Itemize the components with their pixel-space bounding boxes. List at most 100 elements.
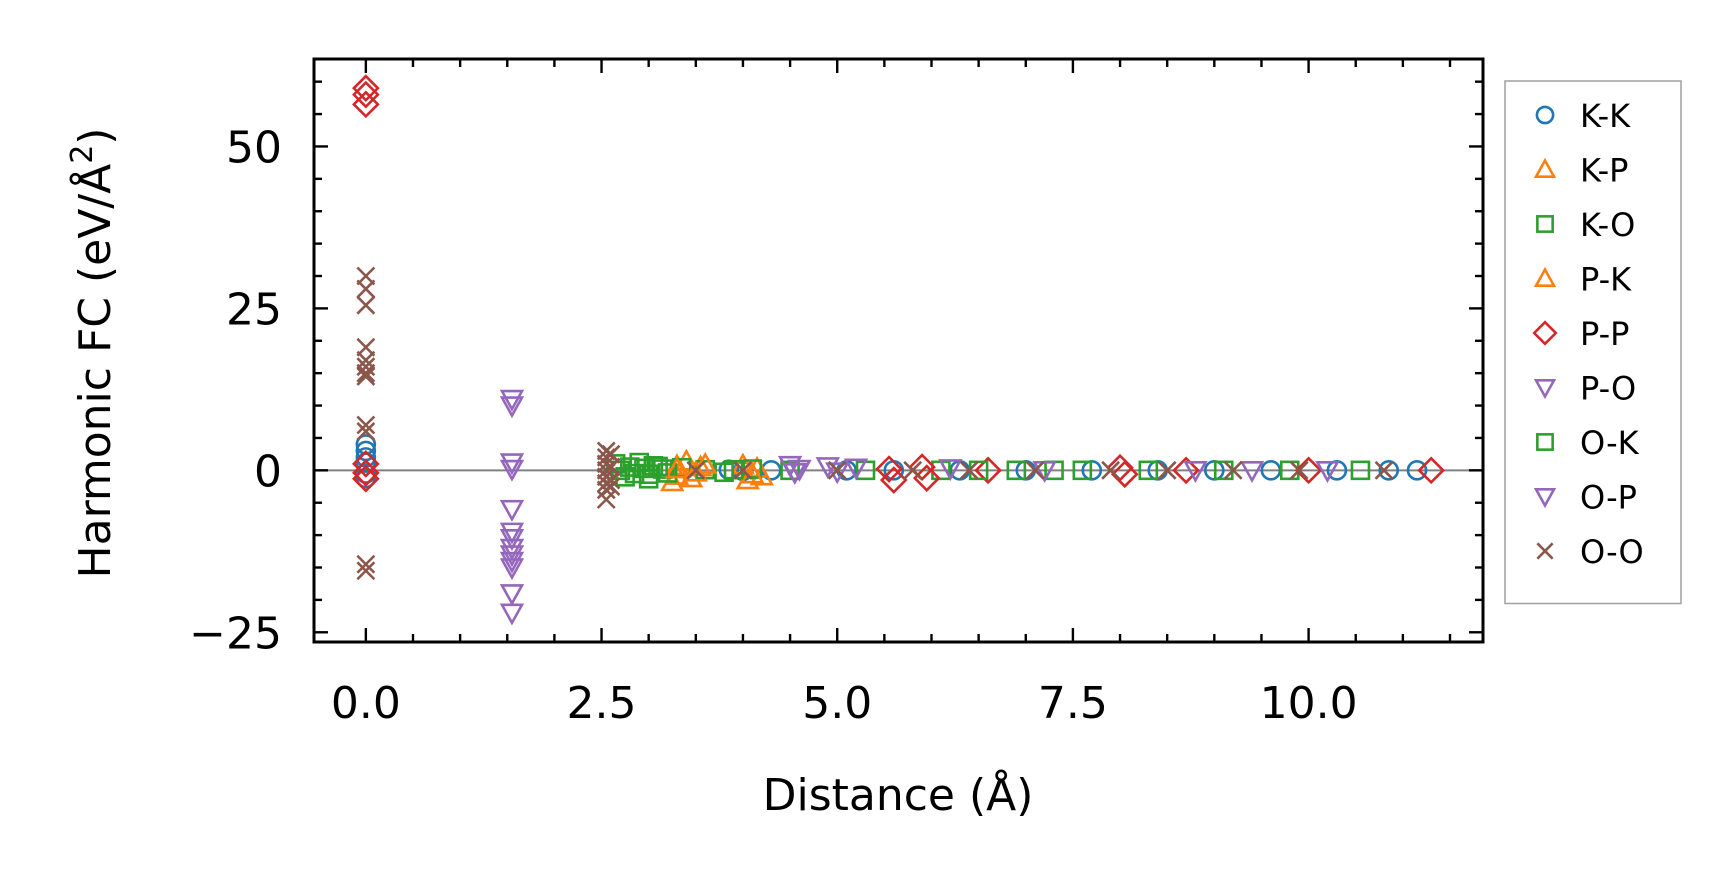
legend-entry-o-k: O-K [1536, 424, 1640, 462]
series-p-p [352, 74, 1445, 494]
legend-label-p-p: P-P [1580, 315, 1629, 353]
data-point-o-p [1032, 461, 1057, 484]
data-point-o-o [356, 422, 376, 441]
data-point-p-o [499, 499, 525, 522]
data-point-o-p [1239, 461, 1265, 484]
legend-label-p-o: P-O [1580, 370, 1636, 408]
data-point-o-o [1025, 460, 1045, 480]
series-p-o [499, 389, 850, 626]
data-point-p-p [1172, 456, 1200, 485]
data-point-p-p [352, 74, 380, 102]
data-point-o-o [601, 477, 621, 496]
data-point-p-o [499, 584, 525, 607]
y-tick-label: 50 [226, 122, 282, 173]
legend: K-K K-P K-O P-K P-P P-O O-K O-P O-O [1504, 80, 1682, 605]
data-point-k-k [760, 460, 782, 481]
series-o-o [356, 266, 1394, 581]
legend-label-k-k: K-K [1580, 97, 1631, 135]
legend-label-o-k: O-K [1580, 424, 1640, 462]
data-point-o-p [843, 458, 869, 481]
data-point-o-o [356, 366, 376, 386]
data-point-o-o [1374, 460, 1394, 480]
data-point-o-o [596, 490, 616, 509]
data-point-o-o [356, 279, 376, 299]
y-axis-label-superscript: 2 [65, 145, 100, 164]
data-point-p-o [499, 545, 525, 568]
legend-marker-p-o [1533, 378, 1557, 400]
data-point-k-k [1260, 460, 1282, 481]
data-point-k-k [1378, 460, 1400, 481]
data-point-p-p [352, 459, 380, 487]
y-tick-label: 25 [226, 284, 282, 335]
data-point-p-k [693, 451, 718, 474]
data-point-k-o [1006, 460, 1027, 481]
plot-area [314, 74, 1483, 626]
legend-entry-k-k: K-K [1535, 97, 1631, 135]
y-tick-label: 0 [254, 446, 282, 497]
x-tick-label: 7.5 [1038, 678, 1108, 729]
data-point-o-p [1315, 461, 1340, 484]
data-point-o-o [686, 460, 706, 480]
data-point-p-o [782, 462, 808, 485]
data-point-o-k [648, 456, 668, 477]
data-point-p-o [499, 396, 525, 419]
data-point-p-p [1294, 456, 1323, 485]
data-point-o-o [356, 554, 376, 574]
data-point-k-p [749, 463, 775, 486]
legend-marker-p-k [1533, 266, 1557, 288]
data-point-o-o [1289, 460, 1309, 480]
legend-marker-o-o [1536, 542, 1554, 560]
legend-entry-k-p: K-P [1533, 152, 1628, 190]
legend-marker-k-o [1536, 215, 1554, 233]
data-point-o-o [601, 470, 621, 490]
axes: 0.0 2.5 5.0 7.5 10.0 −25 0 25 50 [189, 57, 1485, 729]
data-point-p-o [499, 453, 525, 476]
series-o-k [629, 452, 1064, 489]
x-tick-label: 10.0 [1260, 678, 1358, 729]
data-point-p-p [974, 456, 1002, 485]
legend-marker-k-k [1535, 105, 1555, 125]
legend-label-k-p: K-P [1580, 152, 1628, 190]
data-point-p-p [352, 90, 380, 119]
data-point-o-p [1183, 461, 1208, 484]
data-point-p-p [912, 464, 941, 492]
legend-label-p-k: P-K [1580, 261, 1632, 299]
data-point-k-k [1406, 460, 1428, 481]
legend-box [1504, 80, 1682, 605]
data-point-p-o [499, 459, 525, 482]
legend-entry-k-o: K-O [1536, 206, 1635, 244]
x-tick-label: 5.0 [802, 678, 872, 729]
legend-entry-p-k: P-K [1533, 261, 1632, 299]
data-point-k-o [1138, 460, 1159, 481]
y-tick-label: −25 [189, 608, 282, 659]
data-point-o-o [356, 415, 376, 435]
legend-label-o-p: O-P [1580, 479, 1637, 517]
legend-marker-k-p [1533, 157, 1557, 178]
legend-marker-p-p [1532, 320, 1558, 346]
legend-entry-p-p: P-P [1532, 315, 1629, 353]
y-axis-label-close: ) [70, 128, 121, 145]
data-point-p-k [664, 456, 690, 479]
y-axis-label: Harmonic FC (eV/Å2) [65, 128, 121, 579]
data-point-p-o [499, 538, 525, 561]
data-point-p-p [879, 466, 908, 494]
data-point-o-o [733, 460, 753, 480]
x-tick-label: 0.0 [331, 678, 401, 729]
series-o-p [787, 458, 1340, 484]
data-point-p-o [499, 522, 525, 545]
legend-entry-p-o: P-O [1533, 370, 1636, 408]
y-axis-label-main: Harmonic FC (eV/Å [68, 164, 121, 579]
data-point-p-p [1110, 460, 1139, 489]
data-point-p-o [499, 603, 525, 626]
data-point-o-o [903, 460, 923, 480]
data-point-p-p [1417, 456, 1445, 485]
data-point-o-o [356, 295, 376, 315]
legend-marker-o-k [1536, 433, 1554, 451]
data-point-k-o [1350, 460, 1371, 481]
legend-marker-o-p [1533, 487, 1557, 509]
data-point-p-o [499, 551, 525, 574]
data-point-p-p [352, 450, 380, 478]
data-point-p-p [352, 464, 380, 493]
data-point-p-p [352, 80, 380, 109]
